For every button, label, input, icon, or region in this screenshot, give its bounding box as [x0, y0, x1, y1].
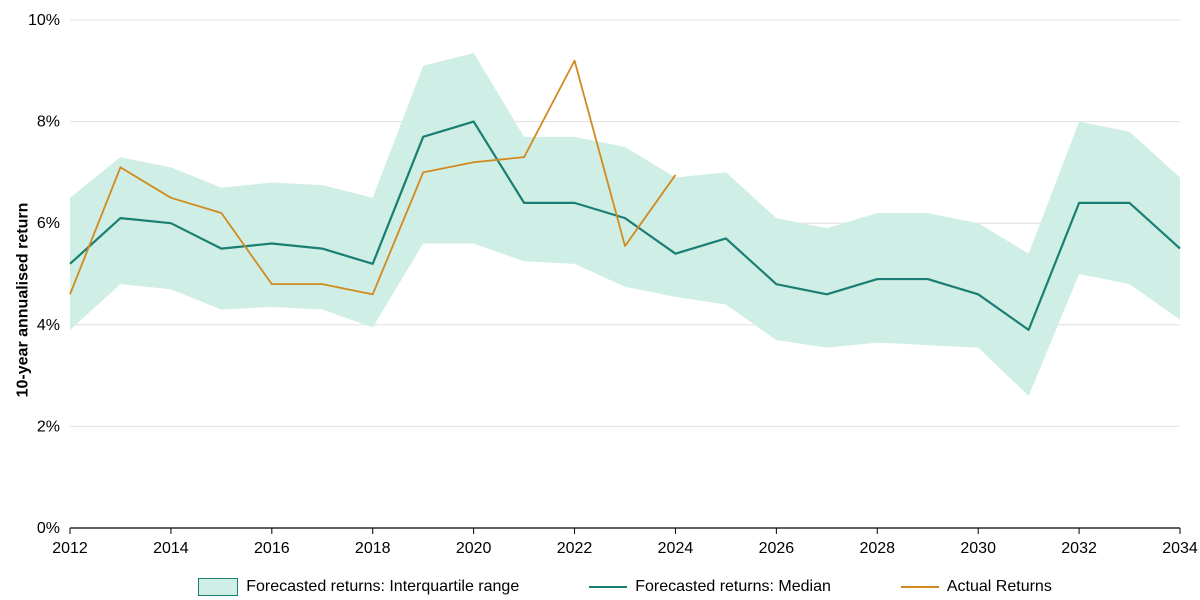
legend-median-label: Forecasted returns: Median: [635, 578, 831, 596]
returns-chart: 10-year annualised return 0% 2% 4% 6% 8% 10% 2…: [0, 0, 1200, 600]
svg-text:4%: 4%: [37, 317, 60, 334]
svg-text:0%: 0%: [37, 520, 60, 537]
legend-median: Forecasted returns: Median: [589, 578, 831, 596]
legend-band: Forecasted returns: Interquartile range: [198, 578, 519, 596]
legend-actual-label: Actual Returns: [947, 578, 1052, 596]
svg-text:2020: 2020: [456, 540, 492, 557]
y-axis-label: 10-year annualised return: [15, 203, 33, 398]
svg-text:6%: 6%: [37, 215, 60, 232]
svg-text:2012: 2012: [52, 540, 88, 557]
svg-text:8%: 8%: [37, 114, 60, 131]
svg-text:2%: 2%: [37, 418, 60, 435]
legend: Forecasted returns: Interquartile range …: [70, 578, 1180, 596]
svg-text:2024: 2024: [658, 540, 694, 557]
svg-text:2026: 2026: [759, 540, 795, 557]
svg-text:2018: 2018: [355, 540, 391, 557]
legend-band-label: Forecasted returns: Interquartile range: [246, 578, 519, 596]
chart-svg: 0% 2% 4% 6% 8% 10% 2012 2014 2016 2018 2020 2022 202…: [0, 0, 1200, 600]
svg-text:10%: 10%: [28, 12, 60, 29]
legend-median-swatch: [589, 586, 627, 588]
svg-text:2014: 2014: [153, 540, 189, 557]
legend-actual-swatch: [901, 586, 939, 588]
legend-actual: Actual Returns: [901, 578, 1052, 596]
svg-text:2030: 2030: [960, 540, 996, 557]
svg-text:2022: 2022: [557, 540, 593, 557]
svg-text:2028: 2028: [859, 540, 895, 557]
svg-text:2034: 2034: [1162, 540, 1198, 557]
svg-text:2032: 2032: [1061, 540, 1097, 557]
legend-band-swatch: [198, 578, 238, 596]
svg-text:2016: 2016: [254, 540, 290, 557]
